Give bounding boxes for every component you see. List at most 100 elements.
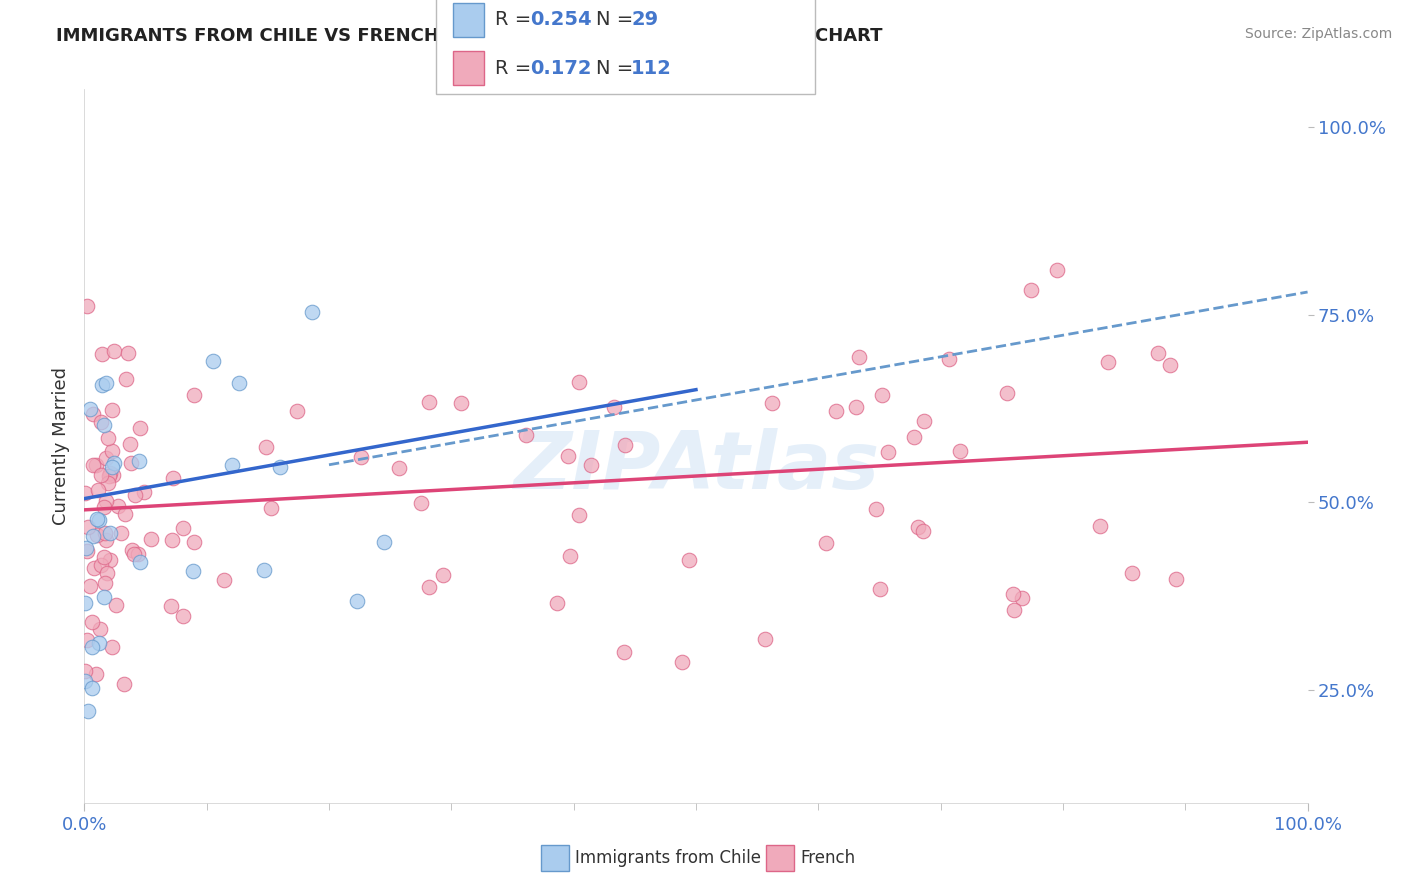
Point bbox=[122, 547, 145, 561]
Point bbox=[1159, 358, 1181, 372]
Point bbox=[260, 500, 283, 515]
Point bbox=[100, 640, 122, 654]
Point bbox=[132, 485, 155, 500]
Text: French: French bbox=[800, 849, 855, 867]
Point bbox=[1046, 263, 1069, 277]
Point bbox=[214, 573, 236, 587]
Point bbox=[93, 417, 115, 432]
Point bbox=[870, 387, 893, 401]
Point bbox=[110, 526, 132, 541]
Point bbox=[90, 415, 112, 429]
Point bbox=[546, 596, 568, 610]
Text: R =: R = bbox=[495, 59, 537, 78]
Point bbox=[1097, 355, 1119, 369]
Point bbox=[101, 459, 124, 474]
Point bbox=[101, 467, 124, 482]
Point bbox=[253, 563, 276, 577]
Point bbox=[124, 488, 146, 502]
Point bbox=[75, 541, 97, 556]
Point bbox=[865, 502, 887, 516]
Point bbox=[1121, 566, 1143, 580]
Point bbox=[97, 475, 120, 490]
Point bbox=[120, 456, 142, 470]
Point bbox=[87, 636, 110, 650]
Point bbox=[107, 499, 129, 513]
Point bbox=[613, 438, 636, 452]
Text: ZIPAtlas: ZIPAtlas bbox=[513, 428, 879, 507]
Point bbox=[938, 352, 960, 367]
Point bbox=[995, 386, 1018, 401]
Text: Immigrants from Chile: Immigrants from Chile bbox=[575, 849, 761, 867]
Point bbox=[346, 593, 368, 607]
Point bbox=[183, 564, 205, 578]
Point bbox=[432, 567, 454, 582]
Point bbox=[301, 305, 323, 319]
Point bbox=[1019, 283, 1042, 297]
Point bbox=[912, 413, 935, 427]
Point bbox=[160, 599, 183, 614]
Point bbox=[172, 608, 194, 623]
Point bbox=[87, 483, 110, 498]
Point bbox=[117, 346, 139, 360]
Point bbox=[128, 454, 150, 468]
Text: R =: R = bbox=[495, 11, 537, 29]
Point bbox=[172, 521, 194, 535]
Point bbox=[254, 440, 277, 454]
Text: 29: 29 bbox=[631, 11, 658, 29]
Text: N =: N = bbox=[596, 59, 640, 78]
Point bbox=[96, 493, 118, 508]
Point bbox=[100, 403, 122, 417]
Point bbox=[139, 532, 162, 546]
Point bbox=[115, 372, 138, 386]
Point bbox=[1166, 573, 1188, 587]
Point bbox=[202, 354, 225, 368]
Text: Source: ZipAtlas.com: Source: ZipAtlas.com bbox=[1244, 27, 1392, 41]
Point bbox=[98, 553, 121, 567]
Point bbox=[89, 513, 111, 527]
Point bbox=[418, 580, 440, 594]
Point bbox=[568, 376, 591, 390]
Text: N =: N = bbox=[596, 11, 640, 29]
Point bbox=[94, 576, 117, 591]
Point bbox=[76, 632, 98, 647]
Point bbox=[90, 558, 112, 572]
Point bbox=[82, 529, 104, 543]
Point bbox=[373, 535, 395, 549]
Point bbox=[450, 396, 472, 410]
Point bbox=[129, 421, 152, 435]
Point bbox=[418, 395, 440, 409]
Point bbox=[76, 544, 98, 558]
Point bbox=[911, 524, 934, 538]
Point bbox=[907, 519, 929, 533]
Point bbox=[127, 547, 149, 561]
Point bbox=[82, 681, 104, 695]
Text: 112: 112 bbox=[631, 59, 672, 78]
Point bbox=[103, 456, 125, 470]
Point bbox=[128, 555, 150, 569]
Point bbox=[83, 560, 105, 574]
Point bbox=[114, 508, 136, 522]
Point bbox=[869, 582, 891, 597]
Point bbox=[96, 431, 118, 445]
Point bbox=[162, 471, 184, 485]
Point bbox=[824, 404, 846, 418]
Point bbox=[79, 401, 101, 416]
Point bbox=[98, 525, 121, 540]
Text: 0.254: 0.254 bbox=[530, 11, 592, 29]
Point bbox=[93, 549, 115, 564]
Point bbox=[73, 665, 96, 679]
Point bbox=[104, 599, 127, 613]
Point bbox=[876, 445, 898, 459]
Point bbox=[82, 407, 104, 421]
Point bbox=[80, 615, 103, 629]
Point bbox=[568, 508, 591, 522]
Point bbox=[560, 549, 582, 564]
Point bbox=[98, 466, 121, 480]
Point bbox=[1147, 346, 1170, 360]
Point bbox=[845, 401, 868, 415]
Point bbox=[76, 299, 98, 313]
Point bbox=[183, 535, 205, 549]
Point bbox=[93, 590, 115, 604]
Point bbox=[96, 450, 118, 465]
Point bbox=[815, 535, 838, 549]
